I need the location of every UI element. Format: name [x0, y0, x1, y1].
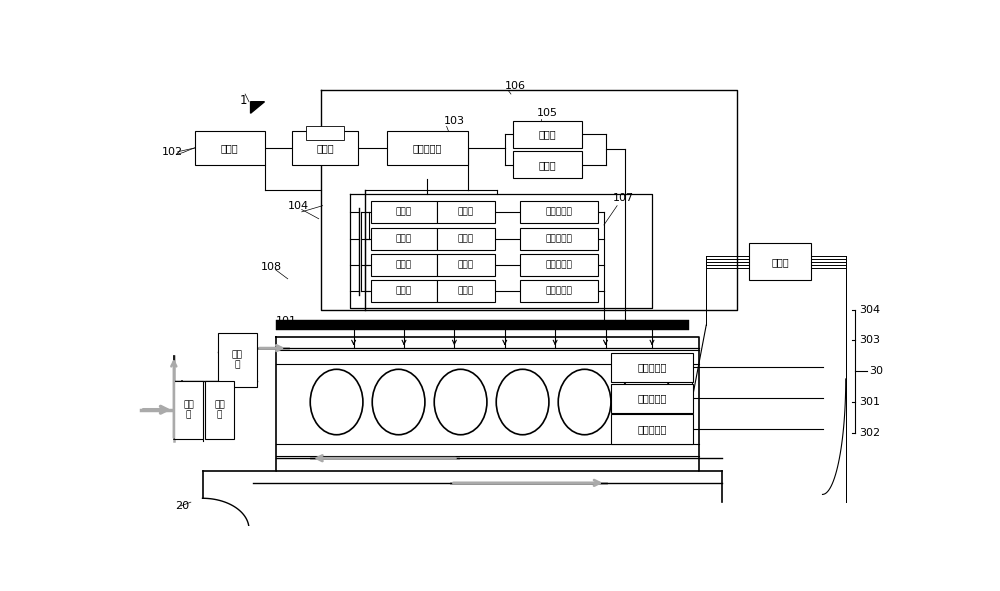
- Bar: [520, 280, 598, 302]
- Bar: [611, 384, 693, 413]
- Text: 限压阀: 限压阀: [458, 234, 474, 243]
- Text: 304: 304: [859, 304, 880, 314]
- Text: 103: 103: [444, 116, 465, 126]
- Text: 108: 108: [261, 262, 282, 272]
- Bar: [371, 201, 437, 223]
- Bar: [437, 201, 495, 223]
- Bar: [611, 414, 693, 444]
- Bar: [437, 280, 495, 302]
- Text: 甲醇箱: 甲醇箱: [221, 143, 238, 153]
- Ellipse shape: [620, 369, 673, 435]
- Bar: [205, 381, 234, 439]
- Bar: [512, 151, 582, 178]
- Bar: [292, 131, 358, 165]
- Bar: [520, 228, 598, 249]
- Text: 限压阀: 限压阀: [458, 287, 474, 296]
- Bar: [306, 126, 344, 140]
- Text: 限压阀: 限压阀: [458, 207, 474, 216]
- Text: 一级甲醇泵: 一级甲醇泵: [413, 143, 442, 153]
- Text: 增压
器: 增压 器: [214, 400, 225, 420]
- Bar: [611, 353, 693, 382]
- Bar: [512, 121, 582, 148]
- Text: 滤清器: 滤清器: [396, 234, 412, 243]
- Text: 20: 20: [175, 501, 190, 511]
- Ellipse shape: [496, 369, 549, 435]
- Text: 水温传感器: 水温传感器: [637, 362, 667, 372]
- Bar: [387, 131, 468, 165]
- Bar: [437, 228, 495, 249]
- Text: 107: 107: [613, 193, 634, 203]
- Text: 二级甲醇泵: 二级甲醇泵: [546, 287, 572, 296]
- Text: 滤清器: 滤清器: [396, 207, 412, 216]
- Ellipse shape: [372, 369, 425, 435]
- Text: 增压
器: 增压 器: [183, 400, 194, 420]
- Text: 301: 301: [859, 397, 880, 407]
- Text: 醇耗仪: 醇耗仪: [316, 143, 334, 153]
- Bar: [520, 254, 598, 276]
- Bar: [437, 254, 495, 276]
- Text: 1: 1: [240, 94, 247, 107]
- Text: 303: 303: [859, 336, 880, 345]
- Text: 滤清器: 滤清器: [539, 160, 556, 170]
- Text: 101: 101: [276, 316, 297, 326]
- Bar: [276, 320, 689, 330]
- Polygon shape: [251, 102, 264, 113]
- Bar: [749, 243, 811, 280]
- Text: 104: 104: [288, 201, 309, 210]
- Text: 105: 105: [537, 108, 558, 118]
- Bar: [371, 280, 437, 302]
- Bar: [371, 228, 437, 249]
- Ellipse shape: [434, 369, 487, 435]
- Text: 中冷
器: 中冷 器: [232, 350, 243, 369]
- Text: 转速传感器: 转速传感器: [637, 393, 667, 403]
- Text: 控制器: 控制器: [771, 257, 789, 267]
- Text: 302: 302: [859, 428, 880, 438]
- Text: 二级甲醇泵: 二级甲醇泵: [546, 207, 572, 216]
- Ellipse shape: [310, 369, 363, 435]
- Bar: [195, 131, 264, 165]
- Text: 30: 30: [869, 366, 883, 376]
- Ellipse shape: [558, 369, 611, 435]
- Bar: [371, 254, 437, 276]
- Text: 滤清器: 滤清器: [396, 261, 412, 269]
- Text: 滤清器: 滤清器: [539, 129, 556, 139]
- Bar: [520, 201, 598, 223]
- Text: 102: 102: [162, 147, 183, 157]
- Text: 106: 106: [505, 82, 526, 92]
- Text: 限压阀: 限压阀: [458, 261, 474, 269]
- Text: 滤清器: 滤清器: [396, 287, 412, 296]
- Bar: [218, 333, 257, 387]
- Text: 油门传感器: 油门传感器: [637, 424, 667, 434]
- Text: 二级甲醇泵: 二级甲醇泵: [546, 261, 572, 269]
- Bar: [174, 381, 203, 439]
- Text: 二级甲醇泵: 二级甲醇泵: [546, 234, 572, 243]
